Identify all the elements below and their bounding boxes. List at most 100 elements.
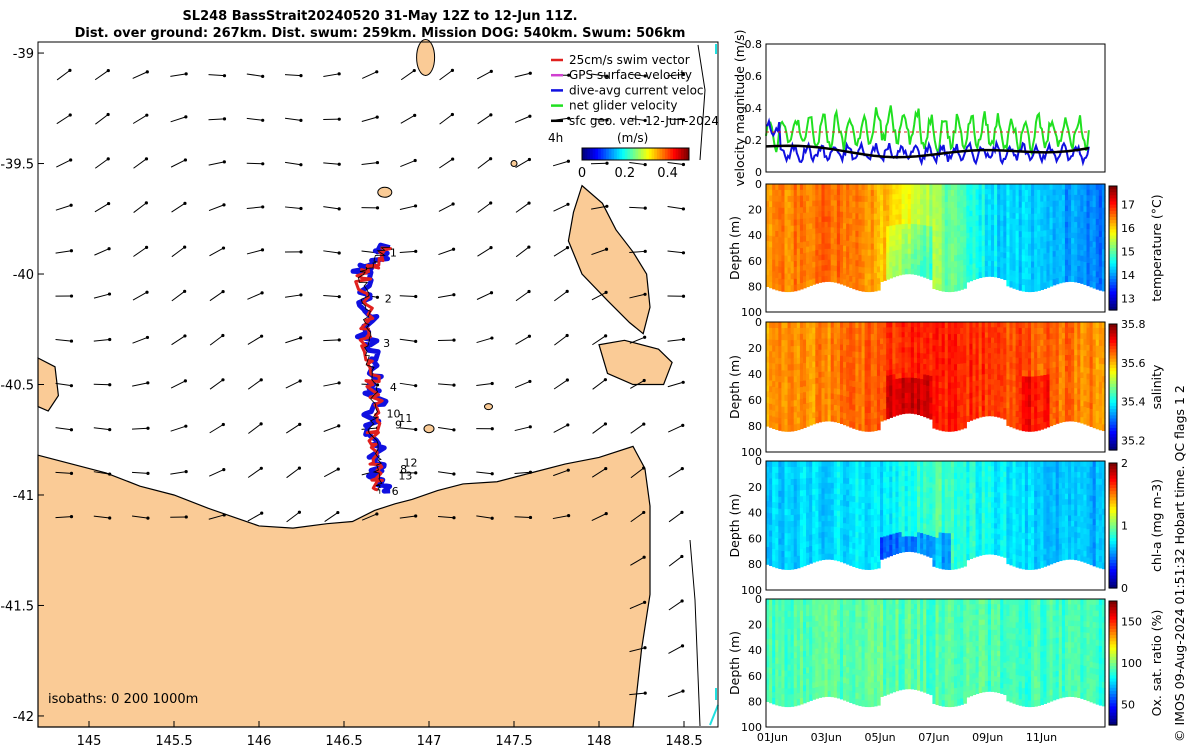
geo-vel-arrow — [55, 203, 73, 211]
geo-vel-arrow — [94, 157, 110, 169]
geo-vel-shaft — [400, 70, 415, 81]
geo-vel-shaft — [94, 203, 109, 213]
geo-vel-head — [337, 117, 341, 121]
isobath-2 — [709, 704, 719, 726]
geo-vel-head — [108, 428, 112, 432]
geo-vel-arrow — [171, 334, 187, 346]
geo-vel-shaft — [248, 423, 262, 434]
geo-vel-head — [107, 292, 112, 296]
geo-vel-head — [299, 74, 303, 78]
geo-vel-arrow — [323, 295, 341, 299]
depth-tick-label: 60 — [748, 394, 762, 407]
geo-vel-arrow — [400, 158, 417, 167]
geo-vel-head — [106, 201, 111, 206]
geo-vel-shaft — [171, 246, 185, 258]
geo-vel-shaft — [286, 511, 300, 523]
geo-vel-head — [298, 422, 302, 426]
geo-vel-arrow — [132, 70, 149, 79]
geo-vel-arrow — [323, 381, 341, 387]
geo-vel-arrow — [285, 117, 303, 123]
colorbar-tick-label: 17 — [1121, 199, 1135, 212]
geo-vel-shaft — [55, 471, 72, 474]
geo-vel-arrow — [95, 112, 110, 125]
geo-vel-head — [375, 70, 379, 74]
colorbar-tick-label: 35.8 — [1121, 318, 1146, 331]
geo-vel-arrow — [93, 427, 112, 432]
geo-vel-arrow — [55, 382, 74, 388]
geo-vel-shaft — [55, 250, 72, 254]
geo-vel-head — [69, 428, 74, 432]
geo-vel-arrow — [208, 513, 226, 520]
geo-vel-head — [222, 74, 227, 78]
geo-vel-head — [259, 422, 263, 426]
geo-vel-head — [299, 336, 303, 340]
geo-vel-arrow — [361, 115, 379, 123]
colorbar-tick-label: 13 — [1121, 292, 1135, 305]
geo-vel-head — [183, 158, 188, 162]
geo-vel-arrow — [286, 466, 302, 479]
geo-vel-head — [221, 289, 225, 294]
geo-vel-head — [69, 203, 73, 207]
geo-vel-head — [221, 378, 225, 382]
tasmania-land — [37, 445, 651, 728]
geo-vel-head — [222, 117, 227, 121]
geo-vel-head — [69, 158, 73, 162]
geo-vel-shaft — [55, 339, 72, 342]
geo-vel-head — [145, 290, 149, 294]
geo-vel-shaft — [133, 246, 147, 257]
geo-vel-head — [108, 383, 112, 387]
geo-vel-shaft — [285, 117, 301, 121]
geo-vel-head — [144, 157, 149, 161]
geo-vel-shaft — [170, 116, 187, 123]
geo-vel-head — [183, 379, 187, 383]
geo-vel-shaft — [170, 425, 187, 432]
velocity-y-tick-label: 0.8 — [745, 38, 763, 51]
geo-vel-arrow — [246, 205, 265, 210]
geo-vel-shaft — [323, 250, 340, 254]
colorbar-tick-label: 35.6 — [1121, 357, 1146, 370]
geo-vel-arrow — [55, 427, 74, 432]
geo-vel-shaft — [170, 471, 187, 475]
geo-vel-arrow — [324, 510, 340, 523]
geo-vel-head — [145, 70, 149, 74]
geo-vel-arrow — [170, 515, 188, 519]
geo-vel-arrow — [209, 289, 225, 302]
geo-vel-head — [260, 334, 264, 338]
geo-vel-shaft — [247, 467, 262, 478]
geo-vel-shaft — [131, 427, 149, 430]
isobath-black-1 — [697, 44, 706, 161]
geo-vel-arrow — [93, 337, 112, 342]
geo-vel-shaft — [362, 71, 377, 79]
geo-vel-shaft — [284, 206, 302, 210]
geo-vel-head — [299, 118, 303, 123]
geo-vel-arrow — [170, 424, 188, 432]
geo-vel-arrow — [285, 161, 303, 167]
geo-vel-head — [260, 248, 265, 252]
depth-tick-label: 40 — [748, 368, 762, 381]
geo-vel-shaft — [323, 468, 339, 478]
geo-vel-shaft — [246, 117, 263, 121]
geo-vel-arrow — [170, 470, 188, 475]
geo-vel-head — [222, 467, 226, 472]
geo-vel-shaft — [55, 427, 72, 431]
islet-4 — [510, 160, 518, 168]
geo-vel-arrow — [285, 379, 302, 389]
geo-vel-shaft — [247, 335, 262, 345]
geo-vel-arrow — [55, 471, 74, 475]
geo-vel-arrow — [247, 511, 264, 522]
geo-vel-head — [222, 513, 226, 517]
geo-vel-arrow — [55, 339, 74, 343]
geo-vel-shaft — [132, 291, 148, 301]
geo-vel-shaft — [208, 514, 225, 520]
geo-vel-shaft — [209, 247, 224, 257]
colorbar-tick-label: 16 — [1121, 222, 1135, 235]
geo-vel-arrow — [323, 117, 341, 121]
geo-vel-arrow — [94, 68, 110, 81]
depth-tick-label: 20 — [748, 204, 762, 217]
geo-vel-arrow — [323, 250, 341, 255]
geo-vel-arrow — [132, 113, 149, 124]
geo-vel-head — [221, 422, 225, 427]
geo-vel-shaft — [93, 471, 110, 475]
geo-vel-head — [108, 472, 112, 476]
